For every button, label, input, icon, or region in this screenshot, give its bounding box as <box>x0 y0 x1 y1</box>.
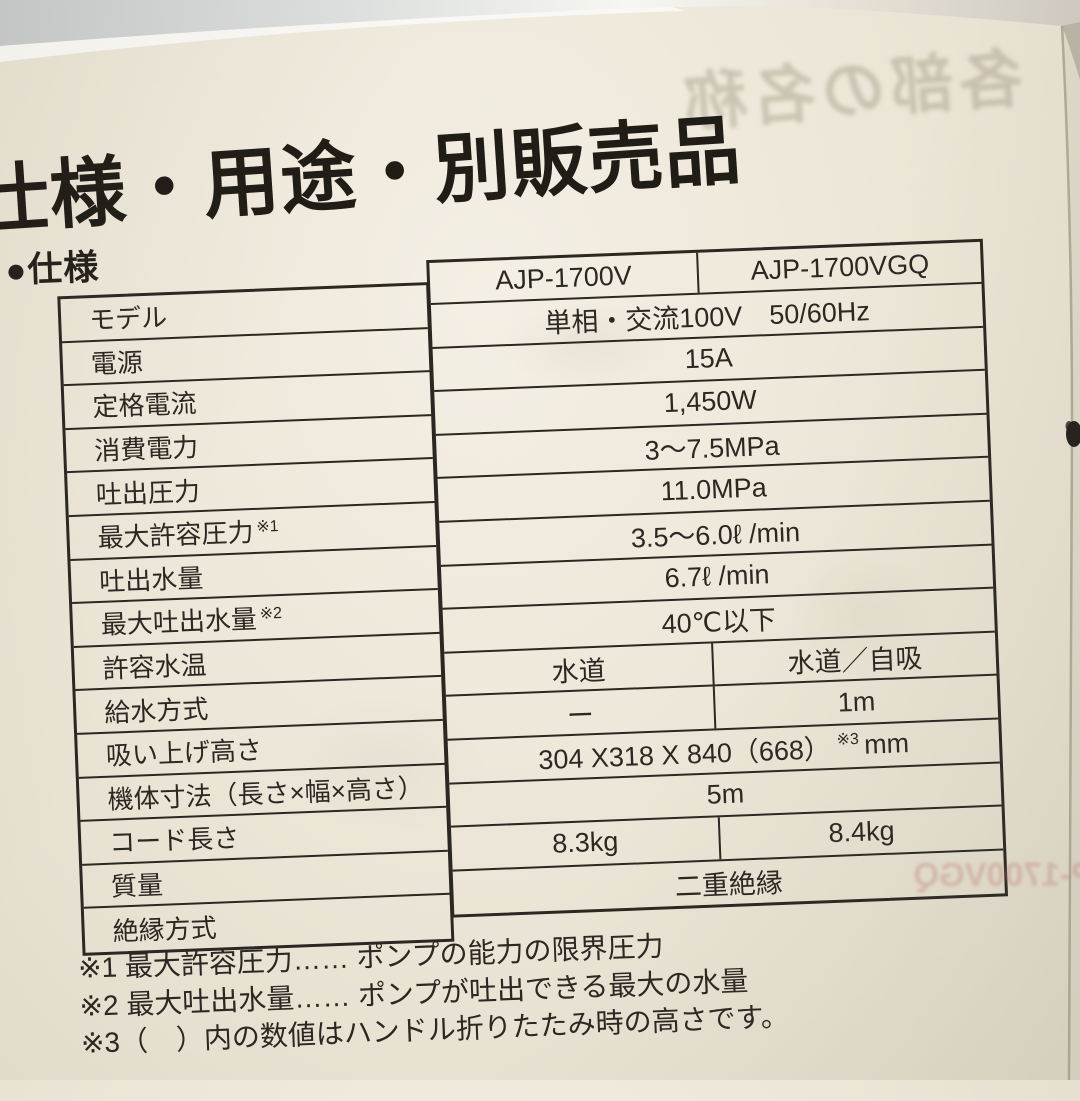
section-heading-specs: ●仕様 <box>4 247 101 291</box>
spec-label-text: 吐出圧力 <box>95 475 201 510</box>
edge-ink-mark <box>1065 421 1073 431</box>
spec-label-text: 許容水温 <box>102 649 208 684</box>
footnote-marker: ※2 <box>259 604 283 623</box>
spec-label-text: モデル <box>88 302 168 336</box>
table-surface-band <box>0 0 1080 46</box>
spec-label-text: 吸い上げ高さ <box>105 735 263 772</box>
spec-label-text: コード長さ <box>108 823 240 859</box>
spec-label-text: 質量 <box>110 869 164 902</box>
spec-label-text: 吐出水量 <box>98 562 204 597</box>
spec-values-column: AJP-1700V AJP-1700VGQ 単相・交流100V 50/60Hz … <box>426 238 1009 918</box>
spec-label-text: 絶縁方式 <box>112 912 218 947</box>
page-top-edge-highlight <box>0 7 684 62</box>
page-corner-shade <box>1062 22 1080 80</box>
dimension-value: 304 X318 X 840（668） <box>537 734 832 776</box>
spec-label-text: 電源 <box>90 347 144 379</box>
footnote-marker: ※3 <box>836 730 860 749</box>
spec-label-text: 消費電力 <box>93 432 199 467</box>
page-title: 仕様・用途・別販売品 <box>0 108 745 245</box>
showthrough-bottom-text: AJP-1700VGQ <box>913 855 1080 894</box>
spec-label-text: 給水方式 <box>103 693 209 728</box>
spec-label-text: 機体寸法（長さ×幅×高さ） <box>107 772 425 815</box>
spec-label-text: 最大吐出水量 <box>100 604 258 641</box>
footnote-marker: ※1 <box>255 517 279 536</box>
page-right-crease <box>1060 25 1074 1080</box>
spec-label-text: 定格電流 <box>92 388 198 423</box>
spec-labels-column: モデル 電源 定格電流 消費電力 吐出圧力 最大許容圧力 ※1 吐出水量 最大吐出… <box>57 282 455 956</box>
page-right-edge-shade <box>1062 22 1080 1080</box>
spec-label-text: 最大許容圧力 <box>97 517 255 554</box>
dimension-unit: mm <box>863 728 910 760</box>
